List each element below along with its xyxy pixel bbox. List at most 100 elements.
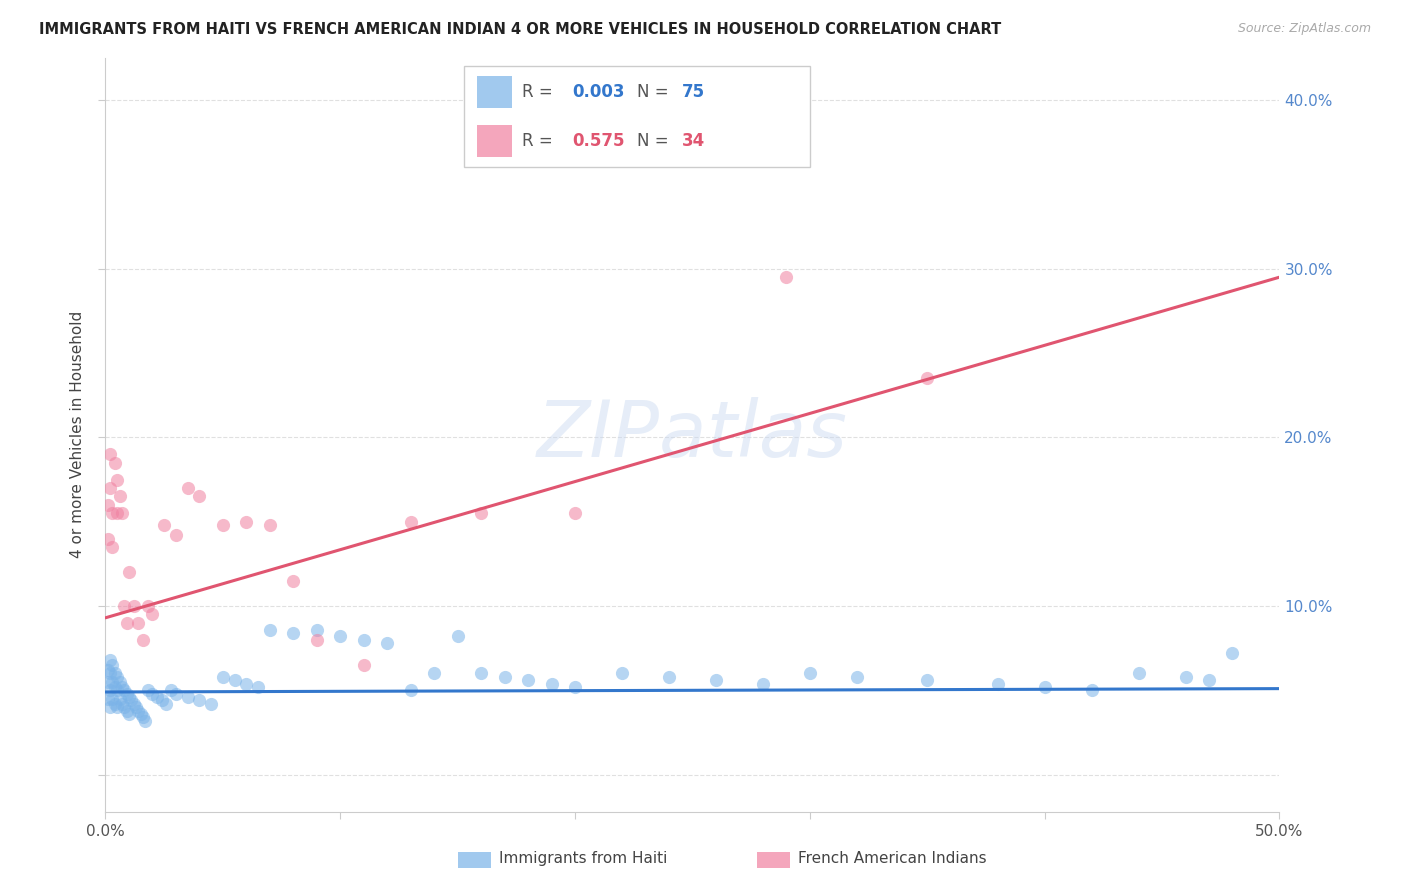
Point <box>136 683 159 698</box>
Point <box>155 697 177 711</box>
Point <box>845 670 868 684</box>
Point <box>146 690 169 704</box>
Point <box>136 599 159 613</box>
Point <box>165 528 187 542</box>
Point <box>987 676 1010 690</box>
Point <box>399 683 422 698</box>
Point <box>305 623 328 637</box>
Point <box>101 691 124 706</box>
Point <box>141 687 163 701</box>
Point <box>108 489 131 503</box>
Point <box>115 704 138 718</box>
Point <box>97 674 120 689</box>
Point <box>132 710 155 724</box>
Point <box>111 680 134 694</box>
Point <box>105 670 128 684</box>
Point <box>129 706 152 721</box>
Point <box>122 599 145 613</box>
Point <box>160 683 183 698</box>
Point <box>799 666 821 681</box>
Point <box>399 515 422 529</box>
Point <box>118 566 141 580</box>
Point <box>329 629 352 643</box>
Point <box>188 693 211 707</box>
Point <box>141 607 163 622</box>
Point <box>105 473 128 487</box>
Point <box>353 632 375 647</box>
Text: French American Indians: French American Indians <box>799 851 987 866</box>
Point <box>97 532 120 546</box>
Point <box>104 697 127 711</box>
Point <box>105 700 128 714</box>
Point <box>517 673 540 688</box>
Point <box>305 632 328 647</box>
Bar <box>457 852 491 868</box>
Point <box>1222 646 1244 660</box>
Point <box>98 481 121 495</box>
Point <box>120 693 142 707</box>
Point <box>104 666 127 681</box>
Point <box>176 481 198 495</box>
Point <box>98 653 121 667</box>
Point <box>353 658 375 673</box>
Point <box>564 506 586 520</box>
Point <box>446 629 468 643</box>
Point <box>112 599 135 613</box>
Text: Immigrants from Haiti: Immigrants from Haiti <box>499 851 666 866</box>
Point <box>283 626 305 640</box>
Point <box>423 666 446 681</box>
Point <box>1198 673 1220 688</box>
Point <box>125 700 148 714</box>
Point <box>470 666 492 681</box>
Point <box>101 506 124 520</box>
Point <box>112 683 135 698</box>
Point <box>915 371 938 385</box>
Point <box>98 666 121 681</box>
Point <box>211 670 233 684</box>
Point <box>153 518 176 533</box>
Point <box>658 670 681 684</box>
Point <box>105 506 128 520</box>
Point <box>915 673 938 688</box>
Point <box>112 700 135 714</box>
Text: IMMIGRANTS FROM HAITI VS FRENCH AMERICAN INDIAN 4 OR MORE VEHICLES IN HOUSEHOLD : IMMIGRANTS FROM HAITI VS FRENCH AMERICAN… <box>39 22 1001 37</box>
Point <box>104 456 127 470</box>
Text: Source: ZipAtlas.com: Source: ZipAtlas.com <box>1237 22 1371 36</box>
Point <box>1128 666 1150 681</box>
Point <box>494 670 516 684</box>
Point <box>704 673 727 688</box>
Point <box>375 636 398 650</box>
Point <box>101 674 124 689</box>
Point <box>97 663 120 677</box>
Point <box>150 693 173 707</box>
Point <box>259 518 281 533</box>
Point <box>200 697 222 711</box>
Bar <box>756 852 790 868</box>
Point <box>118 690 141 704</box>
Point <box>165 687 187 701</box>
Point <box>98 700 121 714</box>
Point <box>188 489 211 503</box>
Point <box>108 674 131 689</box>
Point <box>97 498 120 512</box>
Text: ZIPatlas: ZIPatlas <box>537 397 848 473</box>
Point <box>111 506 134 520</box>
Point <box>1080 683 1102 698</box>
Point <box>1174 670 1197 684</box>
Point <box>540 676 562 690</box>
Point <box>752 676 775 690</box>
Point <box>235 676 257 690</box>
Point <box>118 706 141 721</box>
Point <box>224 673 246 688</box>
Point <box>101 658 124 673</box>
Point <box>98 683 121 698</box>
Point <box>105 683 128 698</box>
Y-axis label: 4 or more Vehicles in Household: 4 or more Vehicles in Household <box>70 311 84 558</box>
Point <box>283 574 305 588</box>
Point <box>470 506 492 520</box>
Point <box>127 615 149 630</box>
Point <box>176 690 198 704</box>
Point <box>97 691 120 706</box>
Point <box>1033 680 1056 694</box>
Point <box>101 540 124 554</box>
